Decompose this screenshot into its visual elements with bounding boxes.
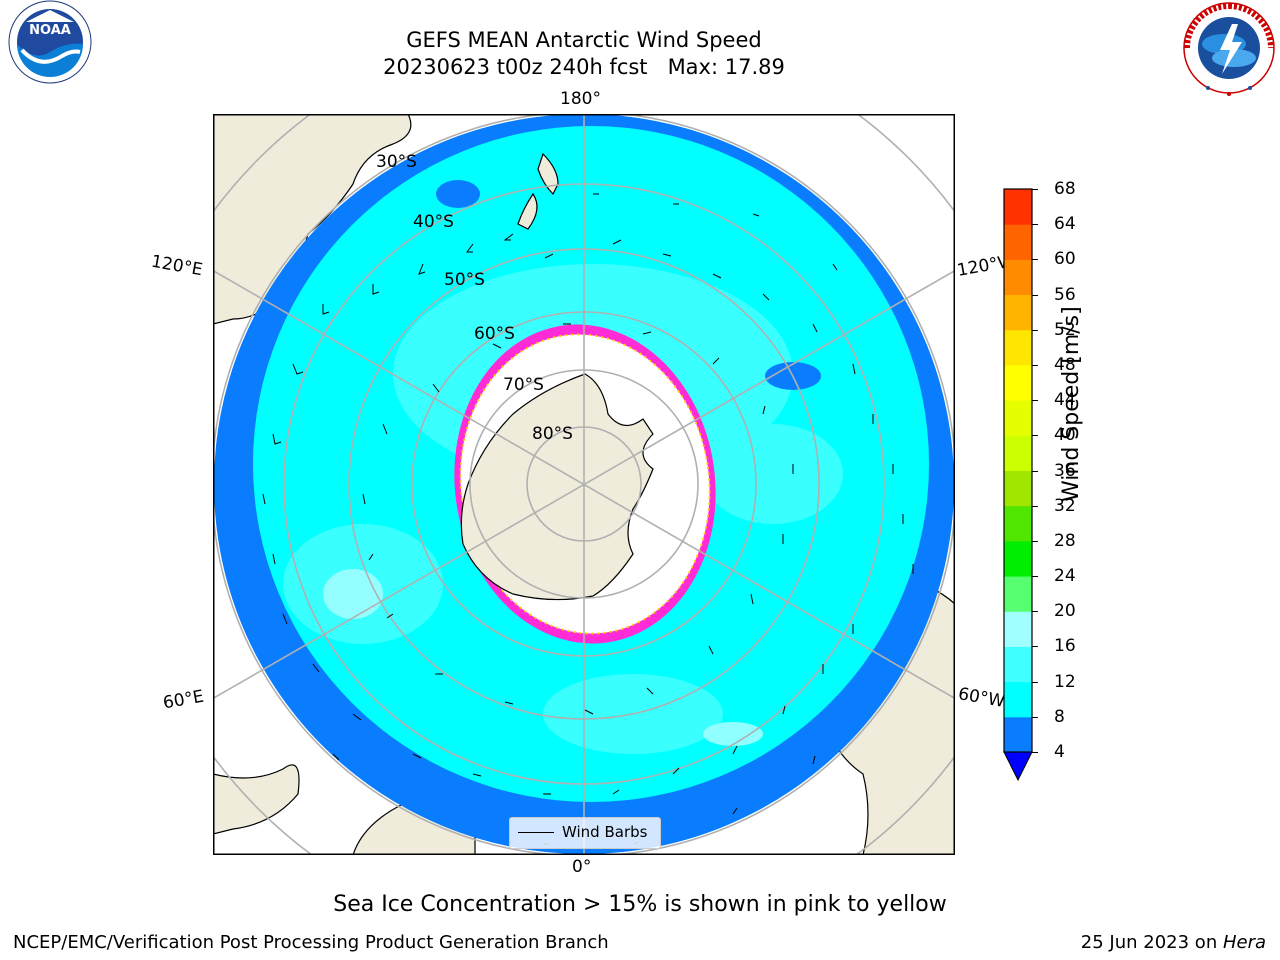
legend-line-swatch: [518, 832, 554, 833]
map-legend: Wind Barbs: [509, 817, 661, 849]
colorbar-tick-mark: [1032, 224, 1038, 226]
colorbar-segment: [1004, 189, 1032, 225]
colorbar-segment: [1004, 716, 1032, 753]
colorbar-segment: [1004, 505, 1032, 542]
map-subtitle: 20230623 t00z 240h fcst Max: 17.89: [383, 55, 785, 79]
graticule: [213, 114, 955, 855]
colorbar-tick-mark: [1032, 681, 1038, 683]
colorbar-segment: [1004, 364, 1032, 401]
map-title: GEFS MEAN Antarctic Wind Speed: [406, 28, 762, 52]
colorbar-tick-label: 32: [1054, 495, 1076, 516]
colorbar-segment: [1004, 576, 1032, 612]
noaa-logo: NOAA: [8, 0, 92, 84]
colorbar-segment: [1004, 611, 1032, 647]
colorbar-segment: [1004, 470, 1032, 507]
lat-label-40s: 40°S: [413, 212, 454, 232]
colorbar-tick-label: 16: [1054, 636, 1076, 657]
colorbar-segment: [1004, 435, 1032, 471]
colorbar-tick-mark: [1032, 470, 1038, 472]
colorbar-tick-mark: [1032, 435, 1038, 437]
lon-label-60e: 60°E: [161, 686, 206, 714]
colorbar-tick-mark: [1032, 189, 1038, 190]
colorbar-segment: [1004, 329, 1032, 366]
colorbar-tick-label: 56: [1054, 284, 1076, 305]
colorbar-segment: [1004, 540, 1032, 577]
sea-ice-caption: Sea Ice Concentration > 15% is shown in …: [333, 892, 947, 917]
lon-label-120e: 120°E: [149, 251, 205, 281]
colorbar-tick-label: 68: [1054, 179, 1076, 199]
colorbar-tick-label: 8: [1054, 706, 1065, 727]
colorbar-segment: [1004, 646, 1032, 683]
colorbar-label: Wind Speed [m/s]: [1059, 306, 1084, 502]
footer-date-text: 25 Jun 2023 on: [1080, 932, 1223, 953]
colorbar-tick-mark: [1032, 646, 1038, 648]
colorbar-tick-mark: [1032, 400, 1038, 402]
lon-label-0: 0°: [572, 857, 592, 877]
colorbar-tick-mark: [1032, 576, 1038, 578]
footer-host: Hera: [1222, 932, 1266, 953]
lat-label-60s: 60°S: [474, 324, 515, 344]
footer-date: 25 Jun 2023 on Hera: [1081, 932, 1266, 953]
lon-label-180: 180°: [560, 89, 601, 109]
colorbar-tick-label: 20: [1054, 601, 1076, 622]
colorbar-tick-label: 52: [1054, 319, 1076, 340]
colorbar-tick-label: 64: [1054, 214, 1076, 235]
colorbar-tick-label: 28: [1054, 530, 1076, 551]
colorbar-segment: [1004, 224, 1032, 260]
colorbar-tick-mark: [1032, 611, 1038, 613]
legend-label: Wind Barbs: [562, 823, 648, 841]
noaa-logo-text: NOAA: [29, 23, 71, 38]
colorbar-tick-label: 60: [1054, 249, 1076, 270]
colorbar-tick-mark: [1032, 752, 1038, 753]
colorbar-tick-mark: [1032, 716, 1038, 718]
lat-label-70s: 70°S: [503, 375, 544, 395]
colorbar-tick-mark: [1032, 259, 1038, 261]
colorbar-tick-label: 4: [1054, 742, 1065, 762]
colorbar-tick-label: 40: [1054, 425, 1076, 446]
colorbar-tick-label: 24: [1054, 566, 1076, 587]
colorbar: [1003, 188, 1033, 782]
colorbar-tick-label: 48: [1054, 354, 1076, 375]
colorbar-tick-label: 12: [1054, 671, 1076, 692]
lat-label-80s: 80°S: [532, 424, 573, 444]
colorbar-tick-mark: [1032, 294, 1038, 296]
colorbar-segment: [1004, 259, 1032, 296]
colorbar-tick-mark: [1032, 329, 1038, 331]
colorbar-tick-label: 44: [1054, 390, 1076, 411]
colorbar-segment: [1004, 681, 1032, 718]
colorbar-extend-arrow: [1003, 751, 1033, 782]
lat-label-30s: 30°S: [376, 152, 417, 172]
footer-credit: NCEP/EMC/Verification Post Processing Pr…: [13, 932, 609, 953]
lat-label-50s: 50°S: [444, 270, 485, 290]
nws-logo: [1183, 2, 1275, 96]
colorbar-tick-mark: [1032, 540, 1038, 542]
colorbar-segment: [1004, 294, 1032, 331]
colorbar-tick-mark: [1032, 505, 1038, 507]
lon-label-60w: 60°W: [956, 684, 1007, 712]
colorbar-tick-label: 36: [1054, 460, 1076, 481]
polar-wind-map: [213, 114, 955, 855]
colorbar-tick-mark: [1032, 364, 1038, 366]
colorbar-segment: [1004, 400, 1032, 436]
